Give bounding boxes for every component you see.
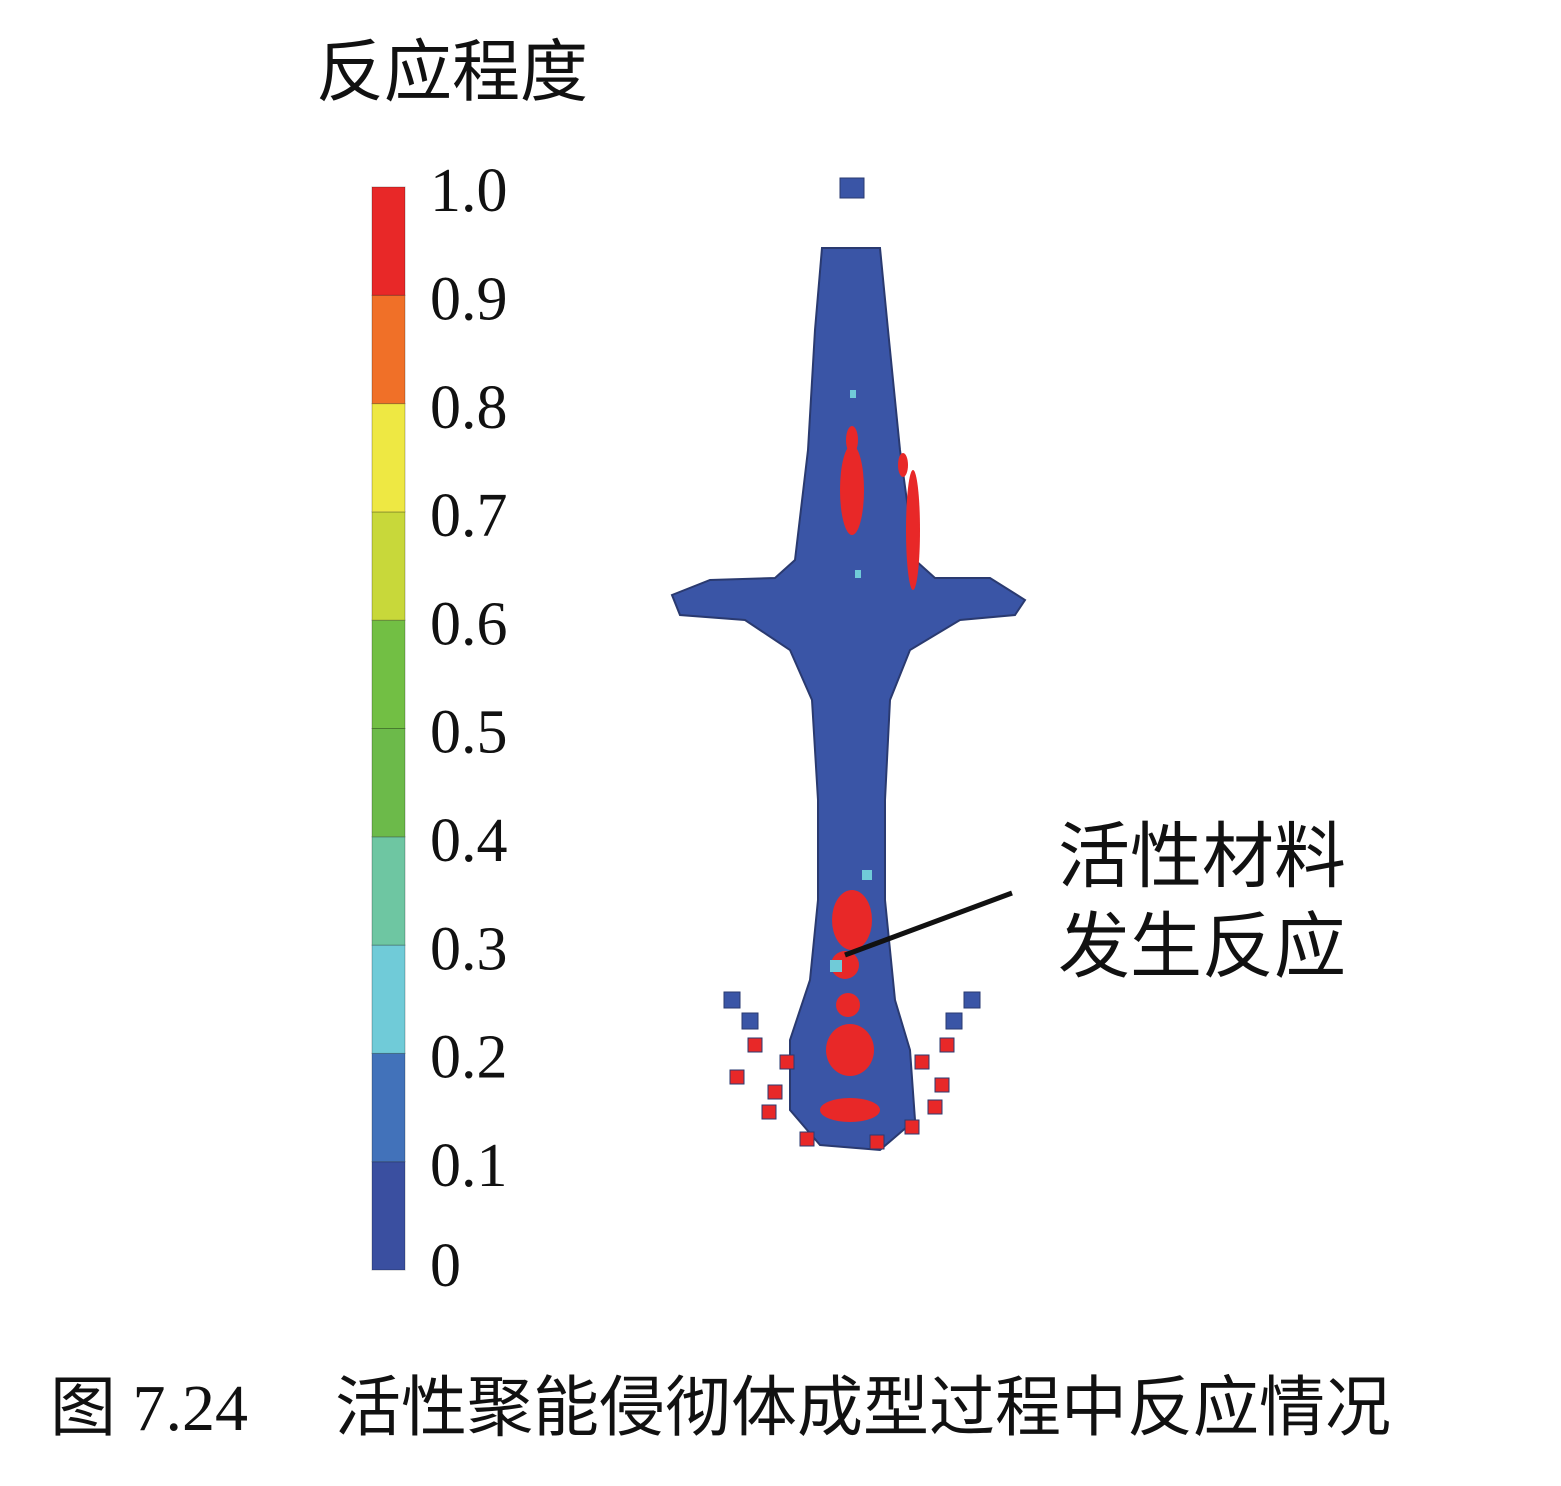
colorbar-segment xyxy=(371,944,406,1054)
colorbar-segment xyxy=(371,294,406,405)
annotation-arrow xyxy=(844,890,1013,958)
colorbar-tick-label: 0.3 xyxy=(430,915,508,983)
colorbar-segment xyxy=(371,403,406,513)
colorbar-segment xyxy=(371,186,406,296)
colorbar-segment xyxy=(371,836,406,946)
colorbar-segment xyxy=(371,1161,406,1271)
colorbar: 0 0.1 0.2 0.3 0.4 0.5 0.6 0.7 0.8 0.9 1.0 xyxy=(371,157,508,1300)
colorbar-segment xyxy=(371,1052,406,1163)
colorbar-tick-label: 0.5 xyxy=(430,699,508,767)
jet xyxy=(670,177,1027,1152)
colorbar-title: 反应程度 xyxy=(316,35,588,111)
caption-text: 活性聚能侵彻体成型过程中反应情况 xyxy=(335,1372,1391,1445)
colorbar-tick-label: 0.7 xyxy=(430,482,508,550)
colorbar-tick-label: 1.0 xyxy=(430,157,508,225)
colorbar-tick-label: 0 xyxy=(430,1232,461,1300)
colorbar-tick-label: 0.4 xyxy=(430,807,508,875)
colorbar-tick-label: 0.2 xyxy=(430,1024,508,1092)
colorbar-segment xyxy=(371,619,406,730)
colorbar-tick-label: 0.1 xyxy=(430,1132,508,1200)
colorbar-tick-label: 0.8 xyxy=(430,374,508,442)
annotation-text: 发生反应 xyxy=(1058,908,1346,988)
colorbar-segment xyxy=(371,511,406,621)
colorbar-tick-label: 0.6 xyxy=(430,590,508,658)
annotation-text: 活性材料 xyxy=(1058,818,1346,898)
colorbar-segment xyxy=(371,728,406,838)
caption-number: 图 7.24 xyxy=(50,1372,248,1445)
colorbar-tick-label: 0.9 xyxy=(430,266,508,334)
